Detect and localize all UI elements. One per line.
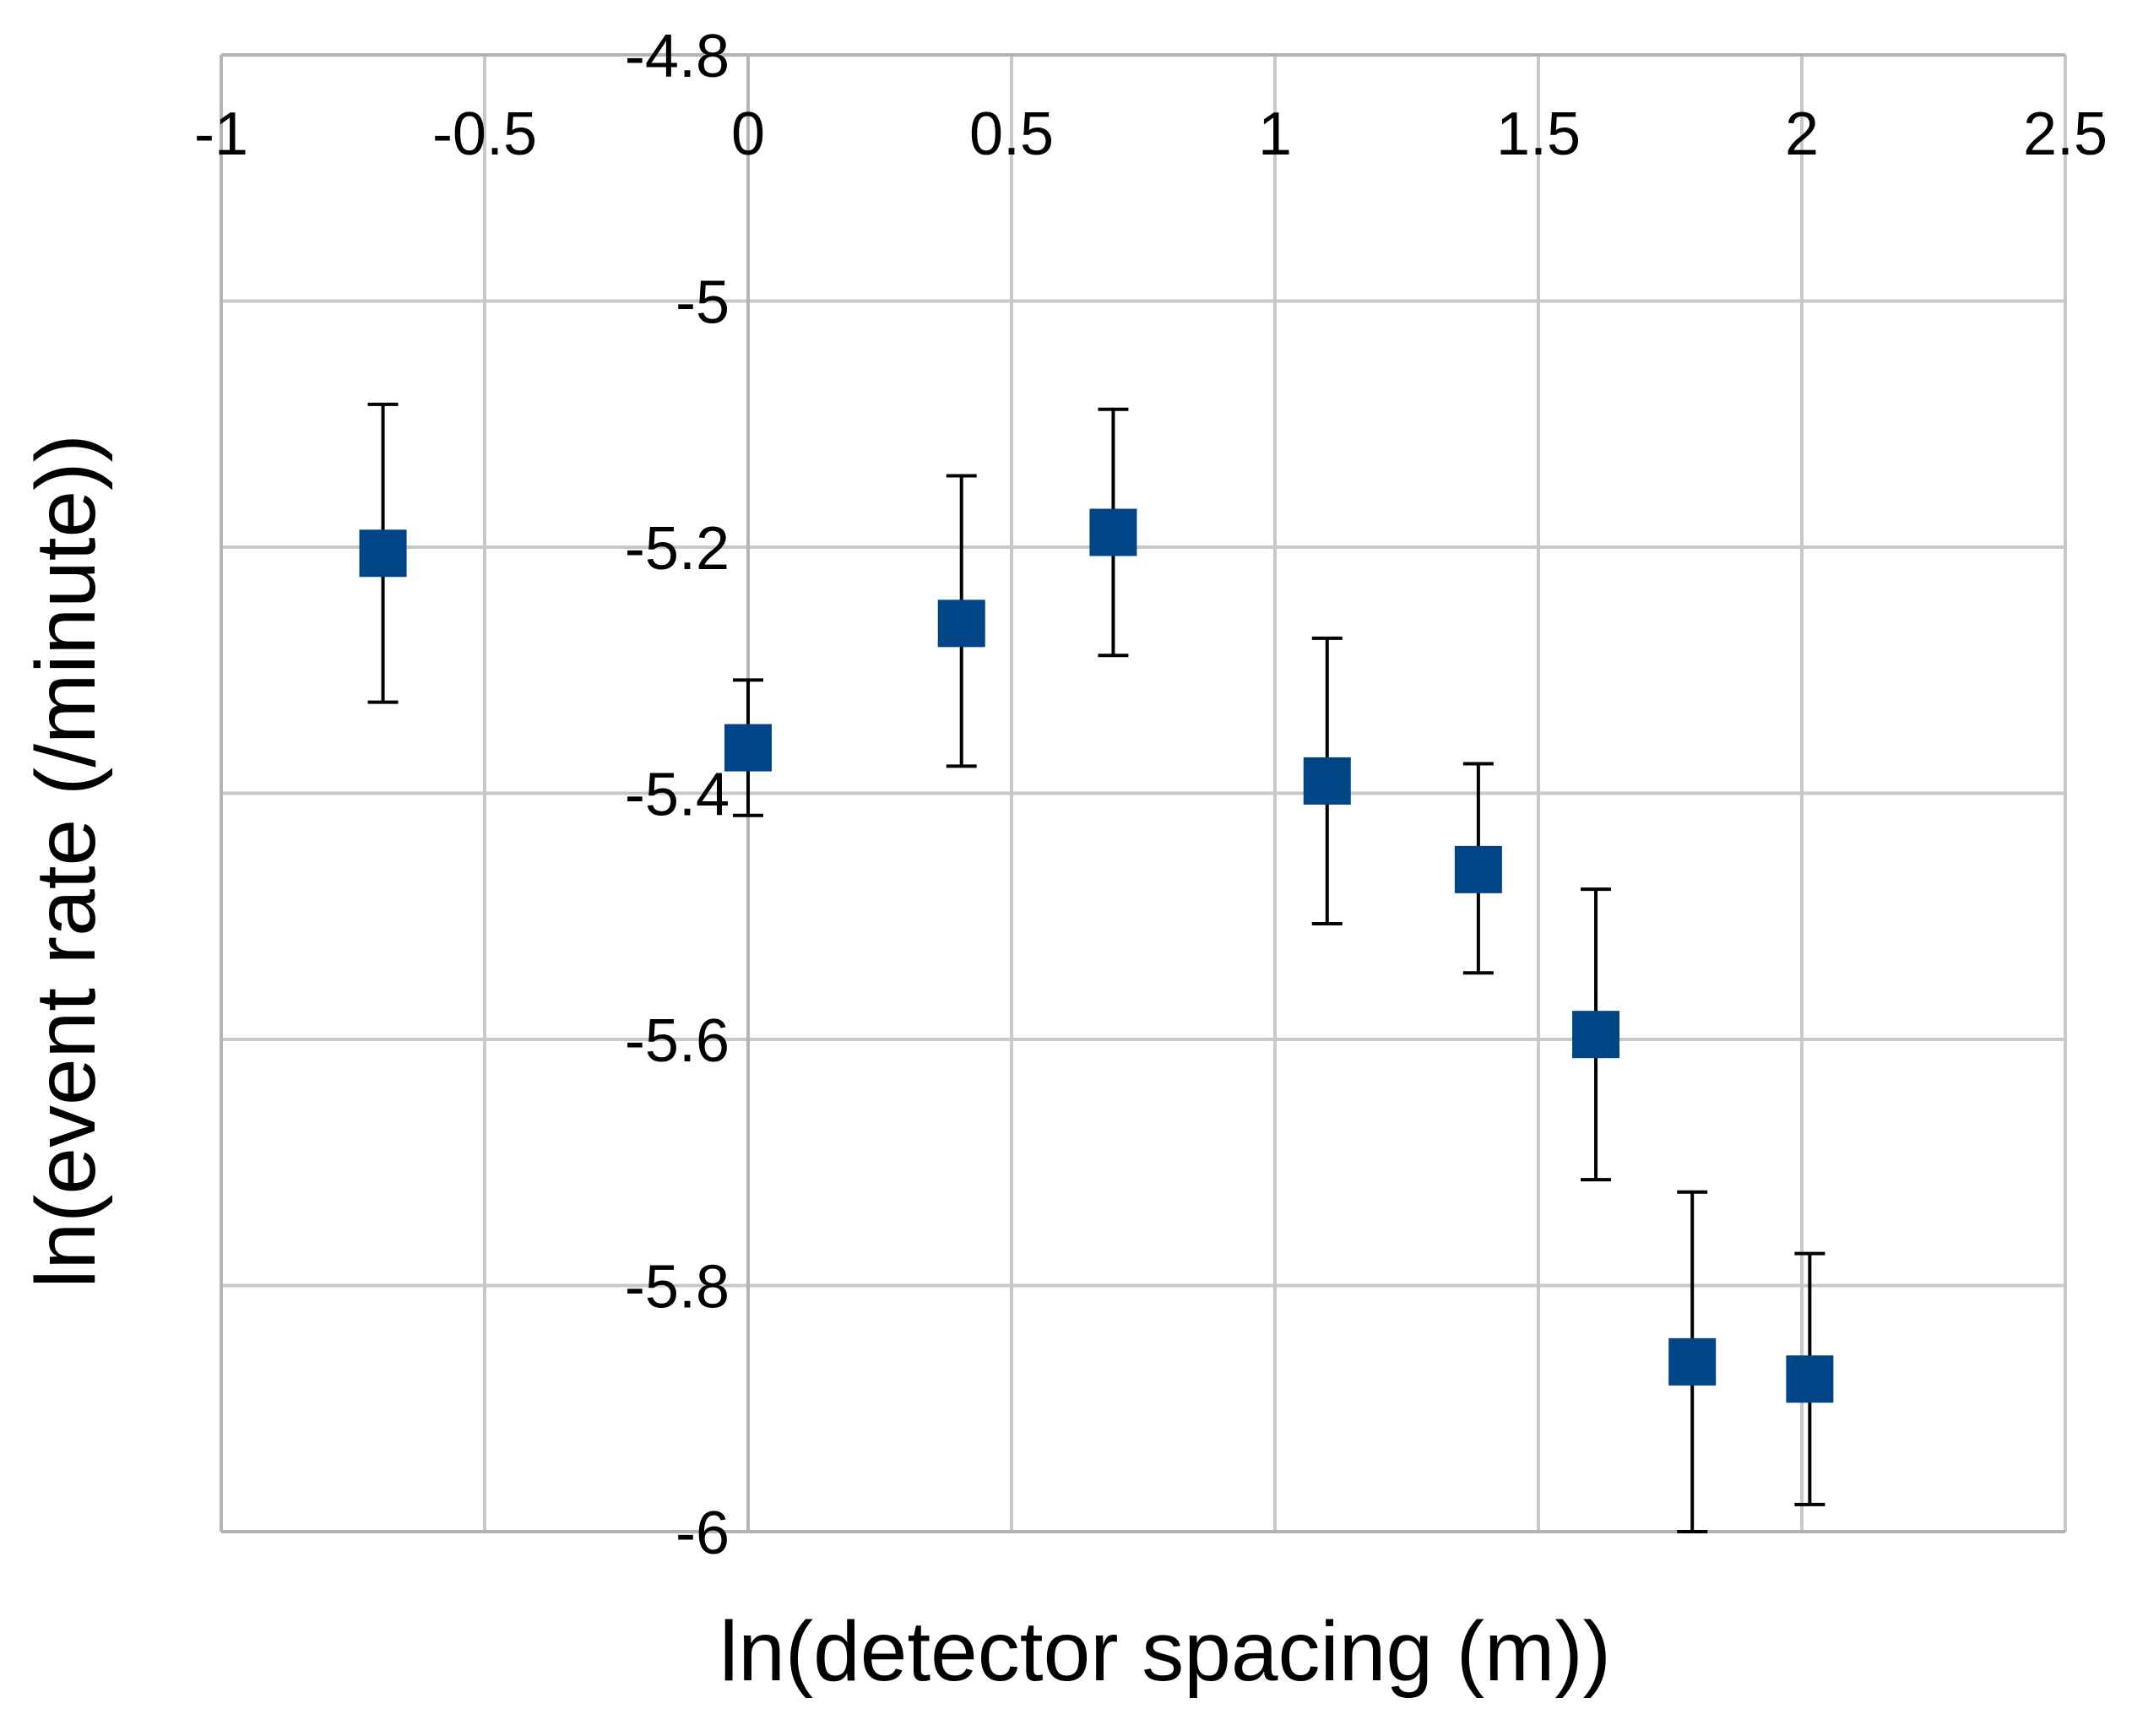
x-tick-label: 0 <box>731 100 765 168</box>
y-tick-label: -4.8 <box>625 23 730 90</box>
x-tick-labels: -1 -0.5 0 0.5 1 1.5 2 2.5 <box>194 100 2108 168</box>
x-tick-label: 2 <box>1785 100 1819 168</box>
x-tick-label: 1 <box>1258 100 1292 168</box>
y-tick-label: -5.4 <box>625 762 730 829</box>
data-point-marker <box>359 529 407 578</box>
x-axis-title: ln(detector spacing (m)) <box>719 1604 1611 1699</box>
data-point-marker <box>1668 1337 1717 1386</box>
data-point-marker <box>1454 845 1502 893</box>
data-point-marker <box>1572 1011 1620 1059</box>
gridlines <box>220 53 2067 1533</box>
data-point-marker <box>937 599 985 648</box>
data-point-marker <box>1303 757 1351 805</box>
y-tick-label: -5.8 <box>625 1254 730 1321</box>
error-bars <box>367 402 1825 1533</box>
data-point-marker <box>724 724 772 772</box>
y-tick-label: -6 <box>675 1500 730 1567</box>
x-tick-label: 0.5 <box>969 100 1054 168</box>
y-tick-label: -5.2 <box>625 515 730 583</box>
x-tick-label: -1 <box>194 100 248 168</box>
x-tick-label: 2.5 <box>2023 100 2108 168</box>
x-tick-label: -0.5 <box>432 100 537 168</box>
x-tick-label: 1.5 <box>1496 100 1581 168</box>
y-tick-label: -5.6 <box>625 1007 730 1075</box>
y-axis-title: ln(event rate (/minute)) <box>19 434 113 1288</box>
data-point-marker <box>1786 1355 1834 1403</box>
y-tick-labels: -4.8 -5 -5.2 -5.4 -5.6 -5.8 -6 <box>625 23 730 1567</box>
data-points <box>359 508 1834 1403</box>
y-tick-label: -5 <box>675 269 730 337</box>
data-point-marker <box>1089 508 1137 556</box>
